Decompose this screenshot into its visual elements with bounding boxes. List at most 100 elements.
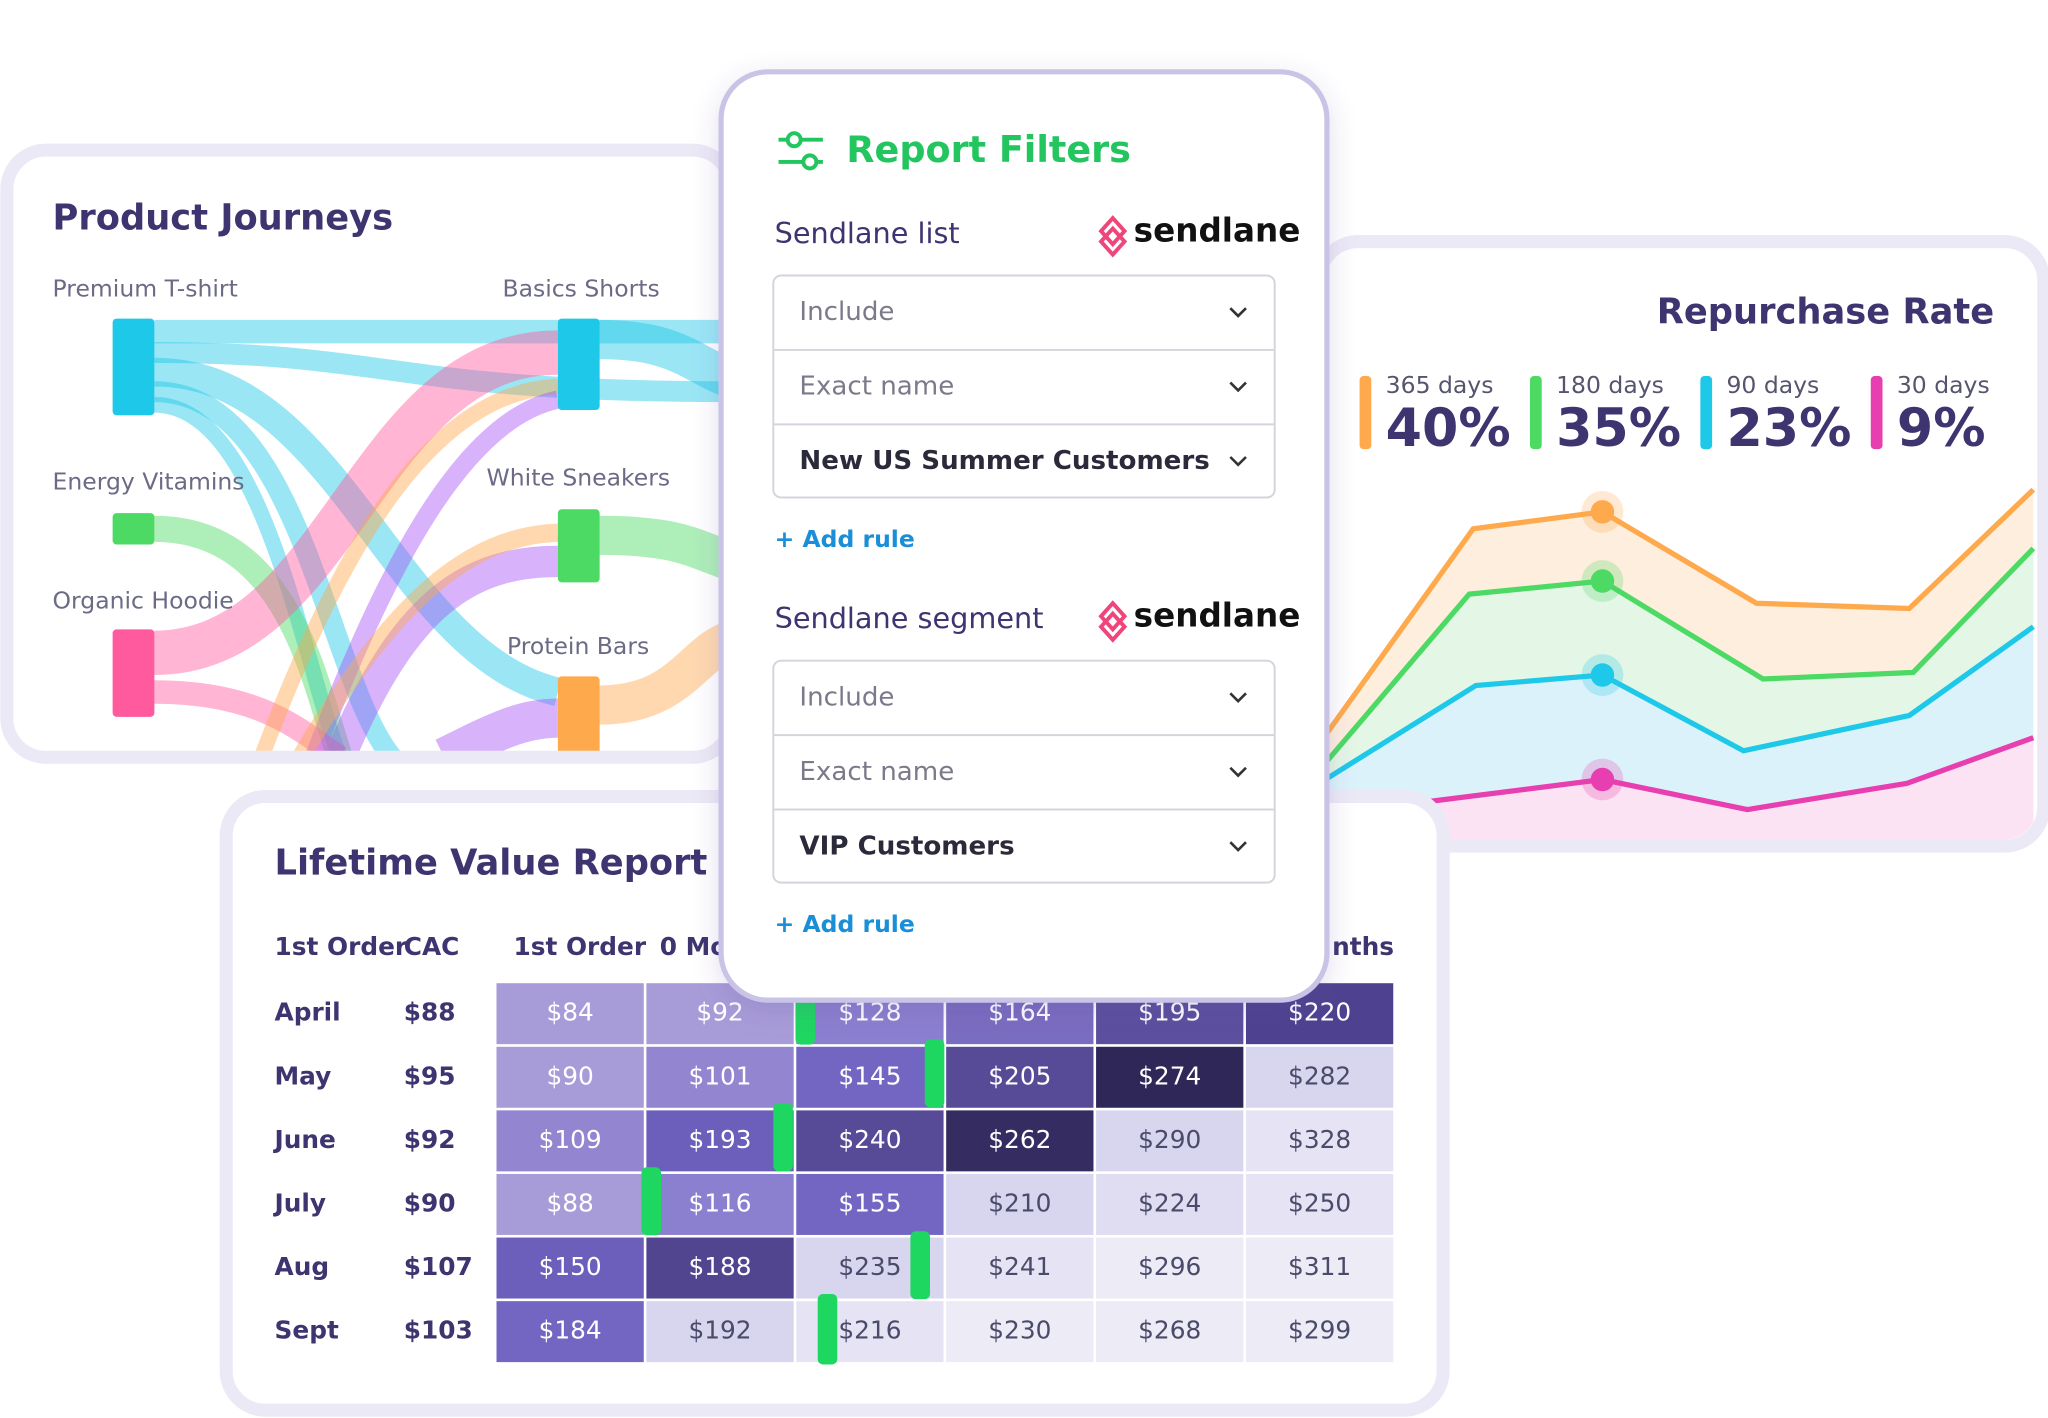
legend-value: 40% — [1386, 399, 1511, 459]
ltv-cell — [1096, 1301, 1244, 1363]
ltv-cell — [646, 1046, 794, 1108]
section-label: Sendlane segment — [775, 601, 1044, 635]
column-header: CAC — [404, 932, 460, 961]
dropdown-chevron[interactable] — [1229, 381, 1247, 393]
ltv-cell-value: $290 — [1138, 1125, 1201, 1154]
ltv-cell — [946, 1173, 1094, 1235]
dropdown-chevron[interactable] — [1229, 766, 1247, 778]
sankey-flows — [112, 318, 725, 751]
ltv-cell — [1245, 1301, 1394, 1363]
ltv-cell — [1096, 1110, 1244, 1172]
ltv-cell — [646, 1237, 794, 1299]
dropdown-value[interactable]: New US Summer Customers — [799, 446, 1209, 476]
ltv-cell — [796, 1110, 944, 1172]
filter-sections: Sendlane list sendlane Include Exact name Ne… — [772, 211, 1301, 938]
ltv-cell — [496, 983, 644, 1045]
ltv-cell-value: $192 — [688, 1316, 751, 1345]
add-rule[interactable]: + Add rule — [775, 910, 915, 938]
node-label: Energy Vitamins — [53, 468, 245, 496]
ltv-cell-value: $296 — [1138, 1252, 1201, 1281]
ltv-cell — [946, 1110, 1094, 1172]
node-label: Basics Shorts — [502, 274, 659, 302]
column-header: nths — [1332, 932, 1394, 961]
ltv-cell-value: $205 — [988, 1061, 1051, 1090]
ltv-cell — [946, 1301, 1094, 1363]
ltv-cell-value: $116 — [688, 1188, 751, 1217]
ltv-cell — [496, 1237, 644, 1299]
ltv-cell — [646, 1110, 794, 1172]
row-month: June — [273, 1125, 336, 1154]
legend-swatch — [1700, 376, 1713, 450]
dropdown-value[interactable]: Exact name — [799, 757, 954, 787]
brand-name: sendlane — [1134, 597, 1301, 635]
brand-name: sendlane — [1134, 211, 1301, 249]
row-cac: $95 — [404, 1061, 456, 1090]
ltv-cell-value: $150 — [539, 1252, 602, 1281]
dropdown-value[interactable]: Include — [799, 682, 894, 712]
column-header: 1st Order — [513, 932, 646, 961]
filters-title: Report Filters — [846, 128, 1130, 171]
legend-value: 23% — [1726, 399, 1851, 459]
ltv-cell-value: $193 — [688, 1125, 751, 1154]
row-month: Aug — [275, 1252, 330, 1281]
brand-icon — [1098, 600, 1128, 643]
ltv-cell — [1096, 1237, 1244, 1299]
ltv-cell-value: $230 — [988, 1316, 1051, 1345]
ltv-cell-value: $210 — [988, 1188, 1051, 1217]
row-cac: $107 — [404, 1252, 473, 1281]
row-cac: $92 — [404, 1125, 456, 1154]
filter-icon — [778, 131, 823, 171]
dropdown-value[interactable]: VIP Customers — [799, 831, 1014, 861]
ltv-cell — [496, 1301, 644, 1363]
journeys-title: Product Journeys — [53, 197, 394, 238]
ltv-cell-value: $250 — [1288, 1188, 1351, 1217]
brand-icon — [1098, 215, 1128, 258]
add-rule[interactable]: + Add rule — [775, 525, 915, 553]
ltv-cell-value: $311 — [1288, 1252, 1351, 1281]
node-label: White Sneakers — [487, 464, 671, 492]
ltv-cell-value: $216 — [838, 1316, 901, 1345]
row-month: April — [275, 998, 341, 1027]
ltv-cell-value: $282 — [1288, 1061, 1351, 1090]
ltv-cell — [796, 1046, 944, 1108]
ltv-title: Lifetime Value Report — [275, 842, 708, 883]
ltv-cell-value: $155 — [838, 1188, 901, 1217]
ltv-cell — [1245, 1173, 1394, 1235]
brand-logo: sendlane — [1098, 211, 1301, 258]
ltv-cell-value: $299 — [1288, 1316, 1351, 1345]
ltv-cell-value: $188 — [688, 1252, 751, 1281]
ltv-cell — [1245, 1110, 1394, 1172]
dropdown-chevron[interactable] — [1229, 841, 1247, 852]
ltv-cell — [646, 1173, 794, 1235]
ltv-cell — [1096, 1173, 1244, 1235]
ltv-cell-value: $109 — [539, 1125, 602, 1154]
ltv-cell — [946, 1046, 1094, 1108]
dropdown-chevron[interactable] — [1229, 307, 1247, 318]
node-label: Premium T-shirt — [53, 274, 238, 302]
legend-label: 90 days — [1726, 371, 1819, 399]
legend-label: 180 days — [1556, 371, 1664, 399]
ltv-cell-value: $92 — [696, 998, 743, 1027]
dropdown-value[interactable]: Include — [799, 297, 894, 327]
ltv-cell — [646, 1301, 794, 1363]
legend-value: 9% — [1897, 399, 1986, 459]
dropdown-value[interactable]: Exact name — [799, 372, 954, 402]
ltv-cell-value: $84 — [546, 998, 593, 1027]
column-header: 0 Mo — [660, 932, 728, 961]
dropdown-chevron[interactable] — [1229, 456, 1247, 467]
ltv-cell — [496, 1173, 644, 1235]
ltv-cell — [1096, 1046, 1244, 1108]
ltv-cell-value: $145 — [838, 1061, 901, 1090]
section-label: Sendlane list — [775, 216, 960, 250]
ltv-cell-value: $274 — [1138, 1061, 1201, 1090]
legend-swatch — [1529, 376, 1542, 450]
dropdown-chevron[interactable] — [1229, 692, 1247, 704]
row-cac: $103 — [404, 1316, 473, 1345]
ltv-cell-value: $220 — [1288, 998, 1351, 1027]
repurchase-title: Repurchase Rate — [1657, 291, 1994, 332]
